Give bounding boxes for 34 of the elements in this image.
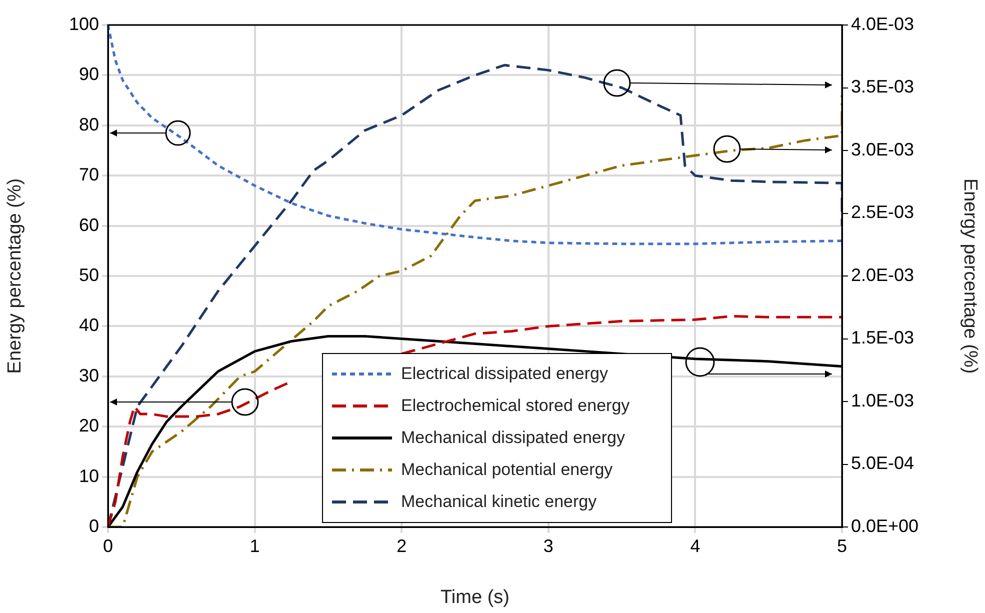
x-tick-label: 0 (102, 536, 114, 556)
y2-tick-label: 3.5E-03 (851, 76, 914, 97)
y-tick-label: 10 (78, 466, 99, 486)
x-tick-label: 1 (250, 536, 260, 556)
y-tick-label: 40 (78, 315, 99, 336)
y2-tick-label: 3.0E-03 (851, 139, 914, 160)
legend-label: Mechanical potential energy (401, 460, 613, 480)
y2-tick-label: 5.0E-04 (851, 453, 914, 474)
y-tick-label: 70 (78, 164, 99, 185)
x-tick-label: 4 (690, 536, 700, 556)
legend-label: Electrochemical stored energy (401, 396, 630, 416)
y-tick-label: 60 (78, 214, 99, 235)
legend-label: Mechanical kinetic energy (401, 492, 597, 512)
y-tick-label: 100 (68, 14, 99, 34)
y-tick-label: 0 (88, 516, 99, 536)
y-tick-label: 80 (78, 114, 99, 134)
x-tick-label: 2 (396, 536, 407, 556)
x-tick-label: 3 (543, 536, 554, 556)
y-tick-label: 90 (78, 64, 99, 84)
y2-tick-label: 0.0E+00 (851, 516, 919, 536)
y-tick-label: 30 (78, 365, 99, 386)
y2-tick-label: 2.0E-03 (851, 264, 914, 285)
y2-tick-label: 4.0E-03 (851, 14, 914, 34)
y2-axis-title: Energy percentage (%) (959, 178, 980, 374)
y-axis-title: Energy percentage (%) (4, 178, 26, 374)
y2-tick-label: 1.5E-03 (851, 328, 914, 348)
legend-label: Mechanical dissipated energy (401, 428, 625, 448)
y2-tick-label: 1.0E-03 (851, 390, 914, 410)
x-axis-title: Time (s) (440, 586, 510, 608)
legend-label: Electrical dissipated energy (401, 364, 608, 384)
x-tick-label: 5 (836, 536, 848, 556)
y-tick-label: 20 (78, 416, 99, 436)
y2-tick-label: 2.5E-03 (851, 202, 914, 222)
y-tick-label: 50 (78, 264, 99, 285)
